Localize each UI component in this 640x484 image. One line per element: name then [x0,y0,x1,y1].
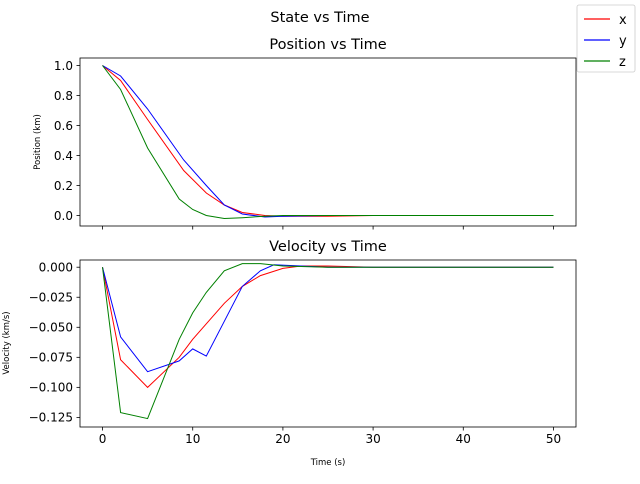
position-axes: Position vs Time 0.0 0.2 0.4 0.6 0.8 1.0 Posi… [33,37,577,230]
velocity-xtick-label: 50 [546,432,561,446]
velocity-axes: Velocity vs Time 0 10 20 30 40 50 0.000 −0.025 −… [2,239,577,468]
position-ytick-label: 0.6 [54,119,73,133]
velocity-series-z [102,263,554,420]
velocity-frame [79,259,577,428]
legend-entry-z: z [584,55,626,70]
legend-label-x: x [619,13,627,28]
position-title: Position vs Time [269,37,386,53]
position-ytick-label: 0.0 [54,209,73,223]
position-ylabel: Position (km) [33,114,43,170]
velocity-ylabel: Velocity (km/s) [2,311,12,374]
velocity-xtick-label: 30 [365,432,380,446]
legend-label-y: y [619,34,627,49]
position-frame [79,57,577,227]
velocity-title: Velocity vs Time [269,239,387,255]
velocity-ytick-label: −0.100 [29,381,73,395]
legend-box [576,4,636,73]
velocity-xtick-label: 10 [185,432,200,446]
velocity-ytick-label: −0.050 [29,321,73,335]
position-ytick-label: 0.2 [54,179,73,193]
velocity-ytick-label: 0.000 [39,261,73,275]
position-ytick-label: 0.8 [54,89,73,103]
velocity-xtick-label: 0 [99,432,107,446]
velocity-ytick-label: −0.075 [29,351,73,365]
legend-label-z: z [619,55,626,70]
legend: x y z [576,4,636,73]
legend-entry-y: y [584,34,627,49]
position-lines [102,65,554,220]
position-ticks: 0.0 0.2 0.4 0.6 0.8 1.0 [54,59,554,230]
velocity-ytick-label: −0.025 [29,291,73,305]
velocity-lines [102,263,554,420]
position-ytick-label: 1.0 [54,59,73,73]
position-series-z [102,65,554,220]
velocity-xlabel: Time (s) [310,458,346,468]
position-ytick-label: 0.4 [54,149,73,163]
figure-suptitle: State vs Time [270,10,369,26]
velocity-ytick-label: −0.125 [29,411,73,425]
velocity-xtick-label: 40 [456,432,471,446]
velocity-ticks: 0 10 20 30 40 50 0.000 −0.025 −0.050 −0.075 −0.100… [29,261,562,446]
legend-entry-x: x [584,13,627,28]
velocity-xtick-label: 20 [275,432,290,446]
